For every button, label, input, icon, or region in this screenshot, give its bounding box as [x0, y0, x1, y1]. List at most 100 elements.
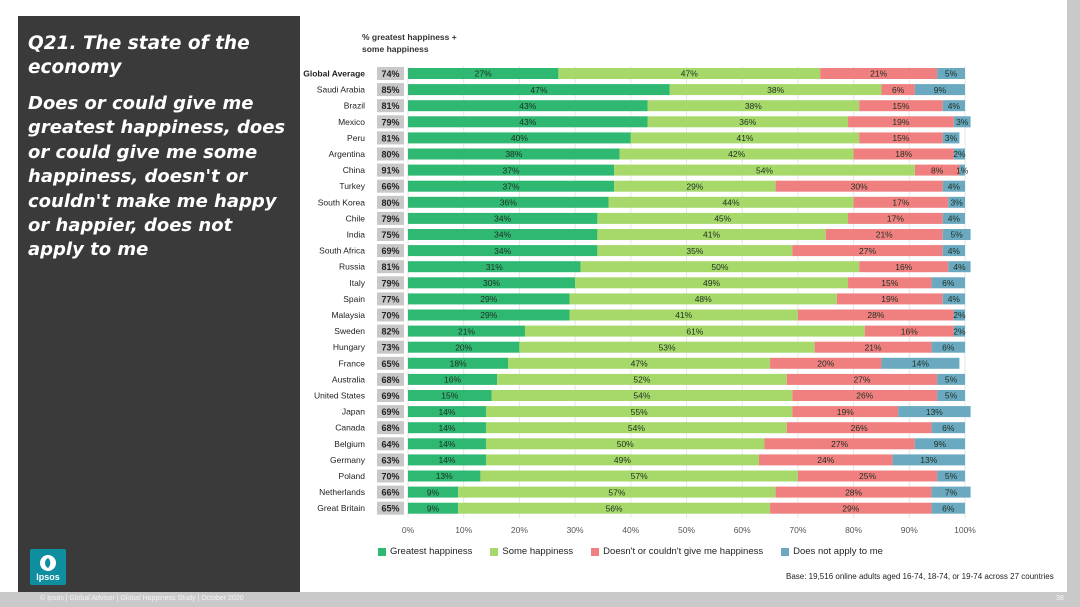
bar-segment	[485, 438, 765, 450]
data-label: 17%	[892, 198, 909, 208]
bar-segment	[408, 277, 576, 289]
bar-segment	[669, 84, 882, 96]
bar-segment	[836, 293, 943, 305]
data-label: 5%	[945, 471, 958, 481]
data-label: 29%	[480, 294, 497, 304]
row-label: Australia	[332, 374, 365, 384]
bar-segment	[931, 502, 965, 514]
data-label: 19%	[837, 407, 854, 417]
data-label: 15%	[892, 101, 909, 111]
data-label: 29%	[842, 503, 859, 513]
total-box	[377, 485, 404, 499]
data-label: 14%	[438, 455, 455, 465]
bar-segment	[786, 373, 938, 385]
bar-segment	[959, 164, 965, 176]
bar-segment	[853, 148, 954, 160]
data-label: 16%	[895, 262, 912, 272]
data-label: 53%	[658, 342, 675, 352]
data-label: 2%	[953, 310, 966, 320]
data-label: 5%	[945, 375, 958, 385]
legend-swatch	[591, 547, 600, 556]
row-label: Spain	[343, 294, 365, 304]
data-label: 19%	[892, 117, 909, 127]
bar-segment	[942, 293, 965, 305]
data-label: 61%	[686, 326, 703, 336]
row-label: United States	[314, 391, 365, 401]
total-box	[377, 163, 404, 177]
total-label: 69%	[381, 246, 399, 256]
bar-segment	[942, 245, 965, 257]
data-label: 50%	[711, 262, 728, 272]
data-label: 27%	[475, 69, 492, 79]
base-note: Base: 19,516 online adults aged 16-74, 1…	[786, 572, 1054, 581]
data-label: 2%	[953, 149, 966, 159]
total-label: 66%	[381, 182, 399, 192]
row-label: China	[343, 165, 365, 175]
row-label: Poland	[339, 471, 366, 481]
total-label: 79%	[381, 278, 399, 288]
bar-segment	[408, 212, 598, 224]
bar-segment	[408, 84, 670, 96]
bar-segment	[647, 100, 860, 112]
data-label: 8%	[931, 165, 944, 175]
bar-segment	[948, 261, 971, 273]
bar-segment	[408, 293, 570, 305]
total-label: 66%	[381, 488, 399, 498]
data-label: 27%	[859, 246, 876, 256]
bar-segment	[937, 390, 965, 401]
x-tick-label: 20%	[511, 525, 528, 535]
x-tick-label: 70%	[789, 525, 806, 535]
bar-segment	[792, 245, 943, 257]
total-box	[377, 211, 404, 225]
data-label: 34%	[494, 246, 511, 256]
data-label: 29%	[480, 310, 497, 320]
total-label: 80%	[381, 150, 399, 160]
total-label: 81%	[381, 133, 399, 143]
total-box	[377, 228, 404, 241]
bar-segment	[931, 341, 965, 353]
bar-segment	[408, 502, 459, 514]
data-label: 6%	[942, 423, 955, 433]
x-tick-label: 100%	[954, 525, 976, 535]
data-label: 37%	[503, 181, 520, 191]
row-label: Global Average	[303, 69, 365, 79]
bar-segment	[931, 486, 971, 498]
bar-segment	[524, 325, 865, 337]
bar-segment	[820, 68, 938, 79]
bar-segment	[775, 180, 943, 192]
bar-segment	[953, 148, 965, 160]
bar-segment	[859, 132, 943, 144]
data-label: 27%	[853, 375, 870, 385]
total-box	[377, 260, 404, 274]
data-label: 43%	[519, 101, 536, 111]
legend: Greatest happiness Some happiness Doesn't …	[378, 546, 883, 557]
bar-segment	[508, 357, 771, 369]
bar-segment	[408, 68, 559, 79]
bar-segment	[408, 261, 581, 273]
bar-segment	[814, 341, 932, 353]
x-tick-label: 30%	[567, 525, 584, 535]
bar-segment	[914, 84, 965, 96]
bar-segment	[408, 245, 598, 257]
bar-segment	[408, 229, 598, 240]
bar-segment	[558, 68, 821, 79]
total-label: 68%	[381, 375, 399, 385]
bar-segment	[608, 196, 854, 208]
row-label: France	[339, 358, 366, 368]
bar-segment	[764, 438, 915, 450]
bar-segment	[597, 229, 826, 240]
legend-label: Greatest happiness	[390, 546, 473, 557]
total-label: 70%	[381, 311, 399, 321]
row-label: Hungary	[333, 342, 366, 352]
row-label: Argentina	[329, 149, 366, 159]
data-label: 24%	[817, 455, 834, 465]
total-label: 75%	[381, 230, 399, 240]
data-label: 19%	[881, 294, 898, 304]
bar-segment	[848, 277, 932, 289]
bar-segment	[408, 341, 520, 353]
total-box	[377, 292, 404, 306]
bar-segment	[408, 470, 481, 482]
total-box	[377, 453, 404, 467]
row-label: Chile	[346, 213, 366, 223]
bar-segment	[881, 357, 960, 369]
